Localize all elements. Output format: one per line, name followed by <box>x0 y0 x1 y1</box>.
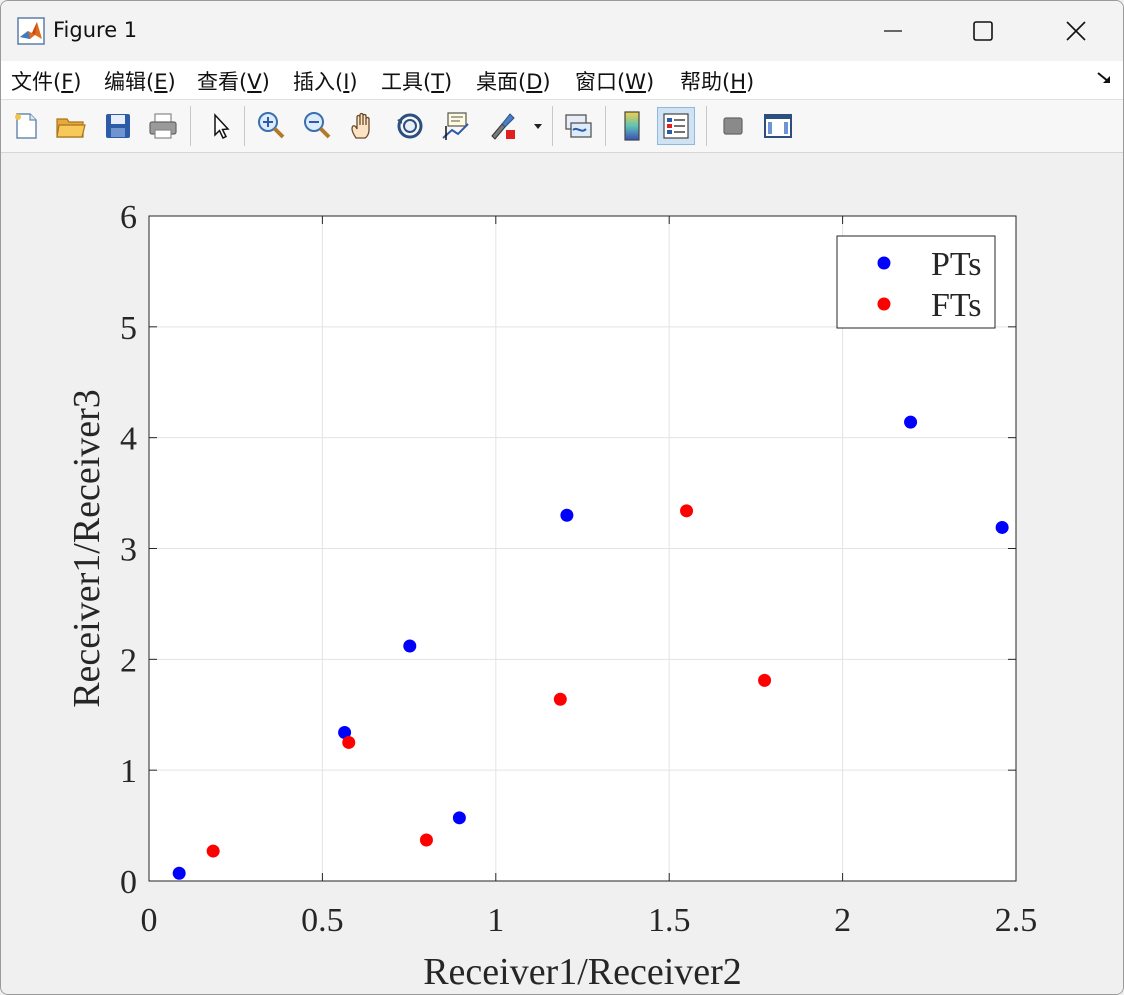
data-point-pts <box>904 415 918 429</box>
legend-label: PTs <box>931 246 982 283</box>
x-tick-label: 0 <box>141 902 158 939</box>
menu-edit[interactable]: 编辑(E) <box>104 70 176 94</box>
menu-help[interactable]: 帮助(H) <box>680 70 755 94</box>
toolbar-separator <box>190 106 191 146</box>
data-point-pts <box>995 520 1009 534</box>
legend-icon <box>663 113 689 139</box>
zoom-out-icon <box>304 112 331 139</box>
data-cursor-button[interactable] <box>437 107 475 145</box>
menu-desktop[interactable]: 桌面(D) <box>476 70 551 94</box>
save-icon <box>106 114 130 138</box>
pan-hand-icon <box>351 112 370 139</box>
new-file-icon <box>15 113 37 139</box>
window-title: Figure 1 <box>53 18 138 42</box>
matlab-logo-icon <box>17 17 45 45</box>
toolbar-separator <box>605 106 606 146</box>
chevron-down-icon <box>534 124 542 129</box>
menu-window[interactable]: 窗口(W) <box>575 70 655 94</box>
y-axis-label: Receiver1/Receiver3 <box>66 389 108 708</box>
pan-button[interactable] <box>344 107 382 145</box>
menu-bar: 文件(F) 编辑(E) 查看(V) 插入(I) 工具(T) 桌面(D) 窗口(W… <box>1 61 1123 100</box>
menu-file[interactable]: 文件(F) <box>11 70 82 94</box>
y-tick-label: 2 <box>120 642 137 679</box>
x-tick-label: 2.5 <box>995 902 1038 939</box>
data-tip-icon <box>442 112 469 140</box>
printer-icon <box>149 113 177 139</box>
arrow-cursor-icon <box>214 113 230 140</box>
title-bar[interactable]: Figure 1 <box>1 1 1123 61</box>
x-tick-label: 1 <box>487 902 504 939</box>
rotate-3d-button[interactable] <box>391 107 429 145</box>
y-tick-label: 6 <box>120 199 137 236</box>
minimize-icon <box>884 30 902 32</box>
legend-button[interactable] <box>657 107 695 145</box>
x-tick-label: 1.5 <box>648 902 691 939</box>
y-tick-label: 3 <box>120 532 137 569</box>
new-figure-button[interactable] <box>7 107 45 145</box>
minimize-button[interactable] <box>847 1 939 61</box>
data-point-fts <box>342 735 356 749</box>
close-button[interactable] <box>1030 1 1122 61</box>
hide-plot-tools-button[interactable] <box>714 107 752 145</box>
toolbar-separator <box>552 106 553 146</box>
close-icon <box>1066 21 1086 41</box>
data-point-fts <box>680 504 694 518</box>
data-point-pts <box>172 866 186 880</box>
x-tick-label: 0.5 <box>301 902 344 939</box>
legend-box[interactable] <box>836 235 996 329</box>
edit-plot-button[interactable] <box>201 107 239 145</box>
data-point-fts <box>419 833 433 847</box>
data-point-fts <box>206 844 220 858</box>
zoom-in-icon <box>258 112 285 139</box>
menu-insert[interactable]: 插入(I) <box>293 70 358 94</box>
x-axis-label: Receiver1/Receiver2 <box>423 951 742 993</box>
brush-button[interactable] <box>483 107 521 145</box>
data-point-pts <box>560 508 574 522</box>
colorbar-icon <box>624 111 640 141</box>
data-point-fts <box>553 692 567 706</box>
legend-label: FTs <box>931 287 982 324</box>
maximize-button[interactable] <box>937 1 1029 61</box>
maximize-icon <box>973 21 993 41</box>
data-point-pts <box>338 725 352 739</box>
link-plot-button[interactable] <box>559 107 597 145</box>
y-tick-label: 5 <box>120 310 137 347</box>
show-plot-tools-icon <box>764 114 792 138</box>
data-point-fts <box>758 673 772 687</box>
y-tick-label: 1 <box>120 753 137 790</box>
print-button[interactable] <box>144 107 182 145</box>
dock-arrow-icon[interactable] <box>1095 69 1113 87</box>
y-tick-label: 4 <box>120 421 137 458</box>
colorbar-button[interactable] <box>613 107 651 145</box>
hide-plot-tools-icon <box>723 117 743 135</box>
legend-marker-pts <box>877 256 891 270</box>
rotate-3d-icon <box>397 113 423 139</box>
figure-canvas: 0 0.5 1 1.5 2 2.5 0 1 2 3 4 5 6 Receiver1/Receiver2 Re… <box>1 153 1123 994</box>
open-file-button[interactable] <box>52 107 90 145</box>
x-tick-label: 2 <box>834 902 851 939</box>
legend-marker-fts <box>877 297 891 311</box>
zoom-in-button[interactable] <box>252 107 290 145</box>
brush-icon <box>491 113 515 140</box>
data-point-pts <box>452 811 466 825</box>
open-folder-icon <box>56 118 86 138</box>
y-tick-label: 0 <box>120 864 137 901</box>
data-point-pts <box>403 639 417 653</box>
show-plot-tools-button[interactable] <box>759 107 797 145</box>
link-plot-icon <box>565 114 592 138</box>
scatter-plot[interactable]: 0 0.5 1 1.5 2 2.5 0 1 2 3 4 5 6 Receiver1/Receiver2 Re… <box>1 153 1123 994</box>
menu-view[interactable]: 查看(V) <box>197 70 270 94</box>
toolbar-separator <box>244 106 245 146</box>
save-button[interactable] <box>99 107 137 145</box>
brush-dropdown-button[interactable] <box>528 107 548 145</box>
menu-tools[interactable]: 工具(T) <box>381 70 453 94</box>
zoom-out-button[interactable] <box>298 107 336 145</box>
figure-toolbar <box>1 100 1123 153</box>
toolbar-separator <box>706 106 707 146</box>
